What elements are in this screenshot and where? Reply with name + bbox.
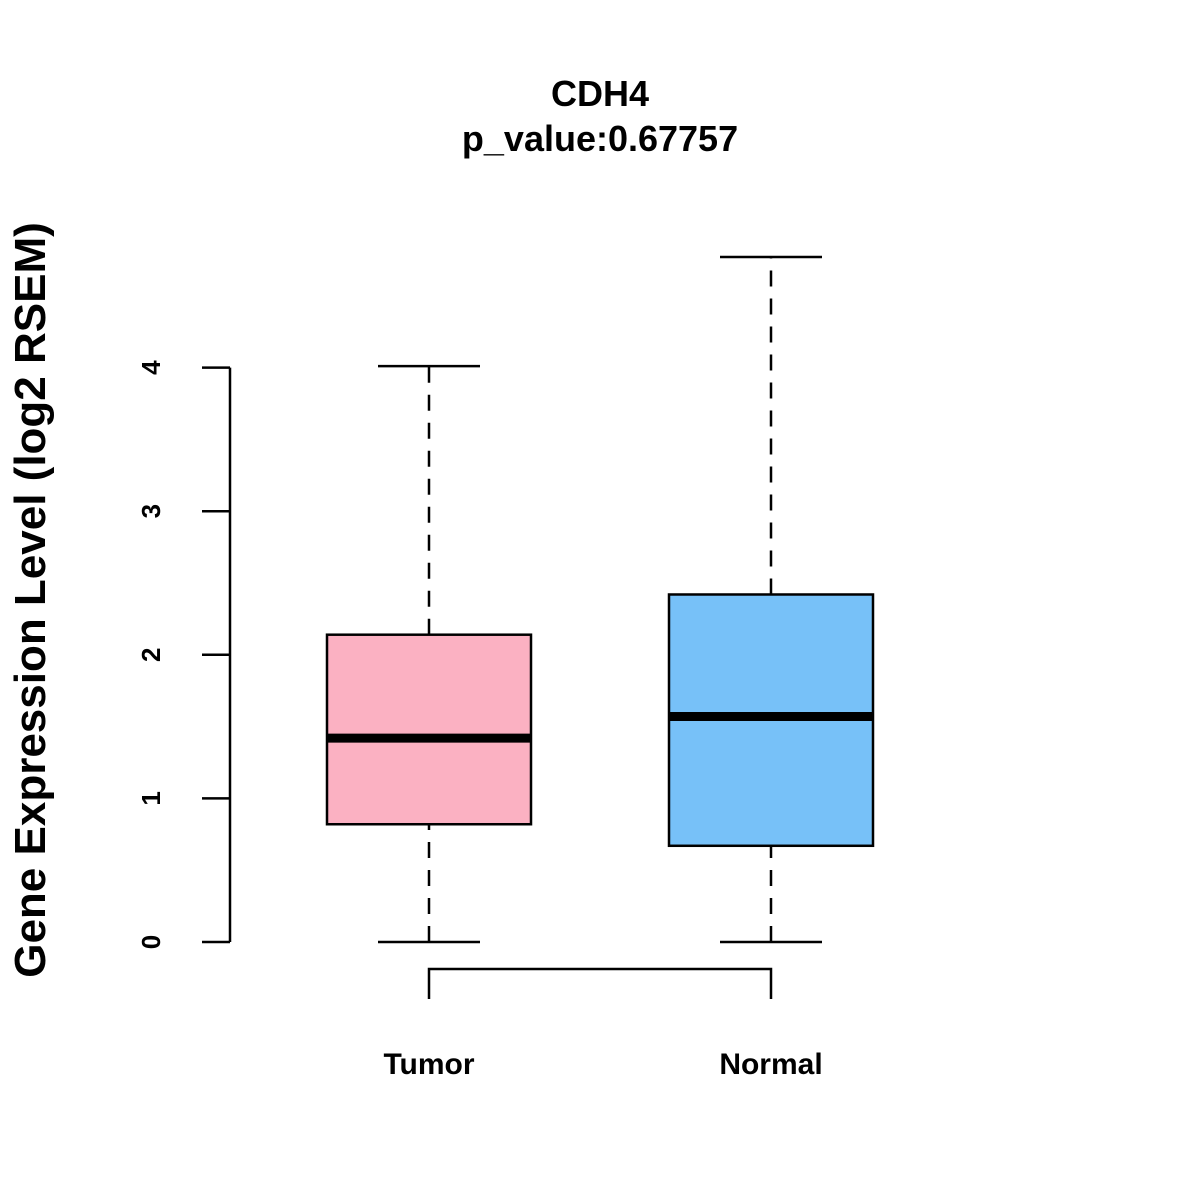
- chart-subtitle: p_value:0.67757: [462, 118, 738, 159]
- comparison-bracket: [427, 967, 773, 999]
- box-normal: [667, 255, 875, 944]
- y-tick-label: 0: [136, 935, 166, 949]
- y-tick-label: 3: [136, 504, 166, 518]
- chart-title: CDH4: [551, 73, 649, 114]
- box-iqr: [325, 633, 533, 826]
- y-tick-label: 2: [136, 648, 166, 662]
- category-label-normal: Normal: [719, 1048, 822, 1081]
- y-tick-label: 1: [136, 791, 166, 805]
- category-labels: Tumor Normal: [383, 1048, 822, 1081]
- y-axis: 0 1 2 3 4: [136, 360, 232, 949]
- bracket-line: [427, 967, 773, 999]
- y-tick-label: 4: [136, 360, 166, 375]
- category-label-tumor: Tumor: [383, 1048, 474, 1081]
- y-axis-label: Gene Expression Level (log2 RSEM): [6, 222, 55, 978]
- box-tumor: [325, 364, 533, 944]
- box-group: [325, 255, 875, 944]
